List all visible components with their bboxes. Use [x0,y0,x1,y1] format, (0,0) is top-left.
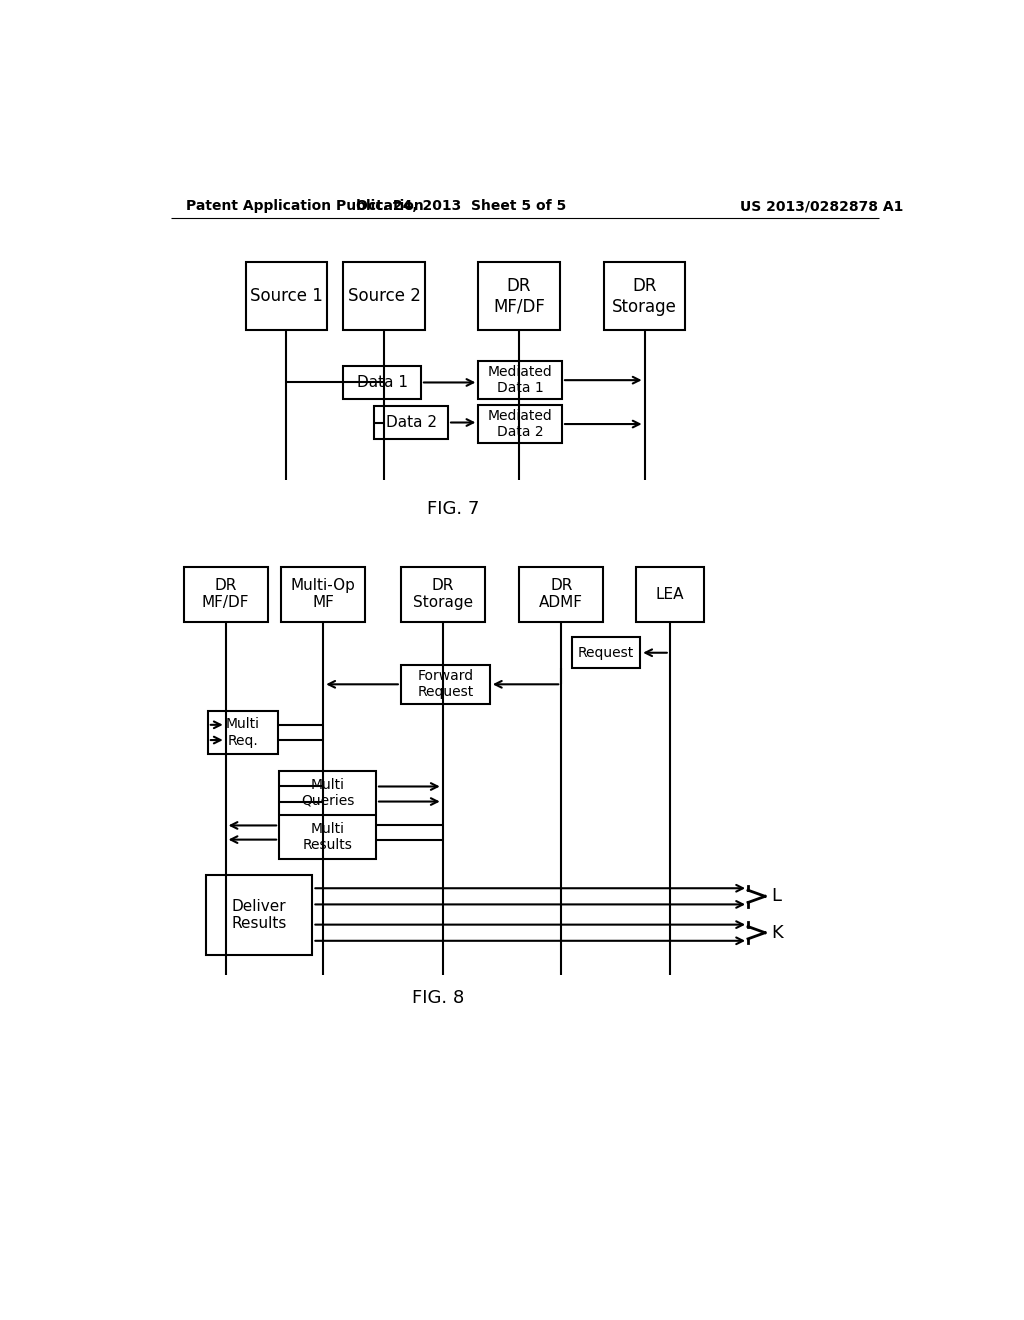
Bar [400,566,484,622]
Bar [183,566,267,622]
Bar [343,263,425,330]
Text: DR
MF/DF: DR MF/DF [493,277,545,315]
Text: Multi
Req.: Multi Req. [225,717,260,747]
Bar [343,367,421,399]
Bar [208,711,278,754]
Bar [519,566,603,622]
Text: DR
Storage: DR Storage [413,578,473,610]
Bar [246,263,328,330]
Text: Multi
Queries: Multi Queries [301,777,354,808]
Text: FIG. 7: FIG. 7 [427,500,479,517]
Text: DR
MF/DF: DR MF/DF [202,578,250,610]
Text: L: L [771,887,781,906]
Text: Source 1: Source 1 [250,288,323,305]
Text: Mediated
Data 2: Mediated Data 2 [487,409,553,440]
Text: Request: Request [579,645,634,660]
Bar [478,405,562,444]
Bar [478,360,562,400]
Text: DR
ADMF: DR ADMF [540,578,584,610]
Bar [636,566,703,622]
Text: Data 1: Data 1 [356,375,408,389]
Bar [604,263,685,330]
Text: K: K [771,924,783,941]
Text: LEA: LEA [655,586,684,602]
Text: Multi-Op
MF: Multi-Op MF [291,578,355,610]
Bar [206,874,312,956]
Text: Multi
Results: Multi Results [303,822,352,853]
Text: Oct. 24, 2013  Sheet 5 of 5: Oct. 24, 2013 Sheet 5 of 5 [356,199,566,213]
Bar [400,665,489,704]
Bar [375,407,449,438]
Text: Deliver
Results: Deliver Results [231,899,287,931]
Text: Data 2: Data 2 [386,414,437,430]
Text: Source 2: Source 2 [348,288,421,305]
Bar [478,263,560,330]
Text: FIG. 8: FIG. 8 [412,989,464,1007]
Bar [282,566,366,622]
Text: DR
Storage: DR Storage [612,277,677,315]
Bar [280,771,376,859]
Bar [572,638,640,668]
Text: Patent Application Publication: Patent Application Publication [186,199,424,213]
Text: Mediated
Data 1: Mediated Data 1 [487,366,553,395]
Text: Forward
Request: Forward Request [417,669,473,700]
Text: US 2013/0282878 A1: US 2013/0282878 A1 [740,199,903,213]
